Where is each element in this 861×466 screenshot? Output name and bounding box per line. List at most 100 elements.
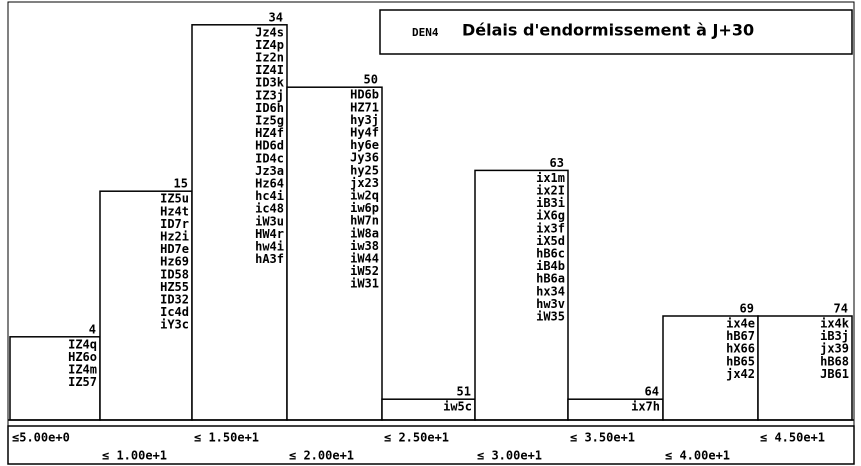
item-label: Hz2i: [160, 230, 189, 244]
cumulative-label: 51: [457, 385, 471, 399]
item-label: IZ3j: [255, 88, 284, 102]
item-label: iw5c: [443, 400, 472, 414]
item-label: ix3f: [536, 221, 565, 235]
item-label: ix1m: [536, 171, 565, 185]
item-label: iW8a: [350, 226, 379, 240]
item-label: ID58: [160, 267, 189, 281]
item-label: iw38: [350, 239, 379, 253]
bar: [286, 86, 383, 421]
x-tick-label: ≤ 1.50e+1: [194, 431, 259, 445]
item-label: iW31: [350, 277, 379, 291]
cumulative-label: 69: [740, 302, 754, 316]
item-label: ix4k: [820, 317, 850, 331]
item-label: hX66: [726, 342, 755, 356]
item-label: hW7n: [350, 214, 379, 228]
item-label: JB61: [820, 367, 849, 381]
item-label: iW52: [350, 264, 379, 278]
item-label: ID6h: [255, 101, 284, 115]
item-label: ID7r: [160, 217, 189, 231]
item-label: iX6g: [536, 209, 565, 223]
item-label: Ic4d: [160, 305, 189, 319]
x-tick-label: ≤ 2.00e+1: [289, 449, 354, 463]
item-label: IZ5u: [160, 192, 189, 206]
item-label: ix2I: [536, 184, 565, 198]
item-label: HW4r: [255, 227, 284, 241]
chart-title: Délais d'endormissement à J+30: [462, 21, 754, 40]
cumulative-label: 64: [645, 385, 659, 399]
bar: [474, 169, 569, 421]
item-label: HD7e: [160, 242, 189, 256]
item-label: iW3u: [255, 214, 284, 228]
item-label: Hy4f: [350, 126, 379, 140]
item-label: HD6d: [255, 139, 284, 153]
x-tick-label: ≤ 3.50e+1: [570, 431, 635, 445]
item-label: hc4i: [255, 189, 284, 203]
item-label: Iz5g: [255, 114, 284, 128]
item-label: hw4i: [255, 240, 284, 254]
item-label: iY3c: [160, 318, 189, 332]
item-label: iB4b: [536, 259, 565, 273]
item-label: IZ4m: [68, 363, 97, 377]
cumulative-label: 50: [364, 73, 378, 87]
bar: [191, 24, 288, 421]
item-label: hB6a: [536, 272, 565, 286]
item-label: Jz4s: [255, 25, 284, 39]
item-label: iw6p: [350, 201, 379, 215]
item-label: ID4c: [255, 151, 284, 165]
cumulative-label: 74: [834, 302, 848, 316]
item-label: hy6e: [350, 138, 379, 152]
item-label: hB65: [726, 354, 755, 368]
item-label: HZ4f: [255, 126, 284, 140]
axis-box: [7, 425, 855, 465]
item-label: ID3k: [255, 76, 285, 90]
item-label: HZ6o: [68, 350, 97, 364]
item-label: hw3v: [536, 297, 565, 311]
title-box: [379, 9, 853, 55]
x-tick-label: ≤ 3.00e+1: [477, 449, 542, 463]
x-tick-label: ≤5.00e+0: [12, 431, 70, 445]
item-label: IZ57: [68, 375, 97, 389]
x-tick-label: ≤ 4.00e+1: [665, 449, 730, 463]
item-label: jx39: [820, 342, 849, 356]
item-label: ix4e: [726, 317, 755, 331]
bar: [757, 315, 853, 421]
cumulative-label: 15: [174, 177, 188, 191]
item-label: Iz2n: [255, 51, 284, 65]
item-label: Jz3a: [255, 164, 284, 178]
item-label: iW44: [350, 252, 379, 266]
cumulative-label: 63: [550, 156, 564, 170]
item-label: IZ4q: [68, 337, 97, 351]
bar: [99, 190, 193, 421]
item-label: IZ4p: [255, 38, 284, 52]
item-label: Hz69: [160, 255, 189, 269]
item-label: ID32: [160, 293, 189, 307]
cumulative-label: 34: [269, 10, 283, 24]
cumulative-label: 4: [89, 322, 96, 336]
item-label: Hz64: [255, 177, 284, 191]
item-label: hB6c: [536, 247, 565, 261]
item-label: Hz4t: [160, 204, 189, 218]
item-label: hB67: [726, 329, 755, 343]
item-label: iX5d: [536, 234, 565, 248]
item-label: HZ71: [350, 100, 379, 114]
item-label: hB68: [820, 354, 849, 368]
item-label: ix7h: [631, 400, 660, 414]
item-label: jx23: [350, 176, 379, 190]
item-label: Jy36: [350, 151, 379, 165]
item-label: HZ55: [160, 280, 189, 294]
item-label: IZ4I: [255, 63, 284, 77]
item-label: hy3j: [350, 113, 379, 127]
item-label: ic48: [255, 202, 284, 216]
item-label: jx42: [726, 367, 755, 381]
item-label: hx34: [536, 284, 565, 298]
chart-subtitle: DEN4: [412, 26, 439, 39]
x-tick-label: ≤ 4.50e+1: [760, 431, 825, 445]
item-label: hA3f: [255, 252, 284, 266]
item-label: iB3j: [820, 329, 849, 343]
item-label: HD6b: [350, 88, 379, 102]
x-tick-label: ≤ 1.00e+1: [102, 449, 167, 463]
x-tick-label: ≤ 2.50e+1: [384, 431, 449, 445]
item-label: iB3i: [536, 196, 565, 210]
item-label: hy25: [350, 163, 379, 177]
